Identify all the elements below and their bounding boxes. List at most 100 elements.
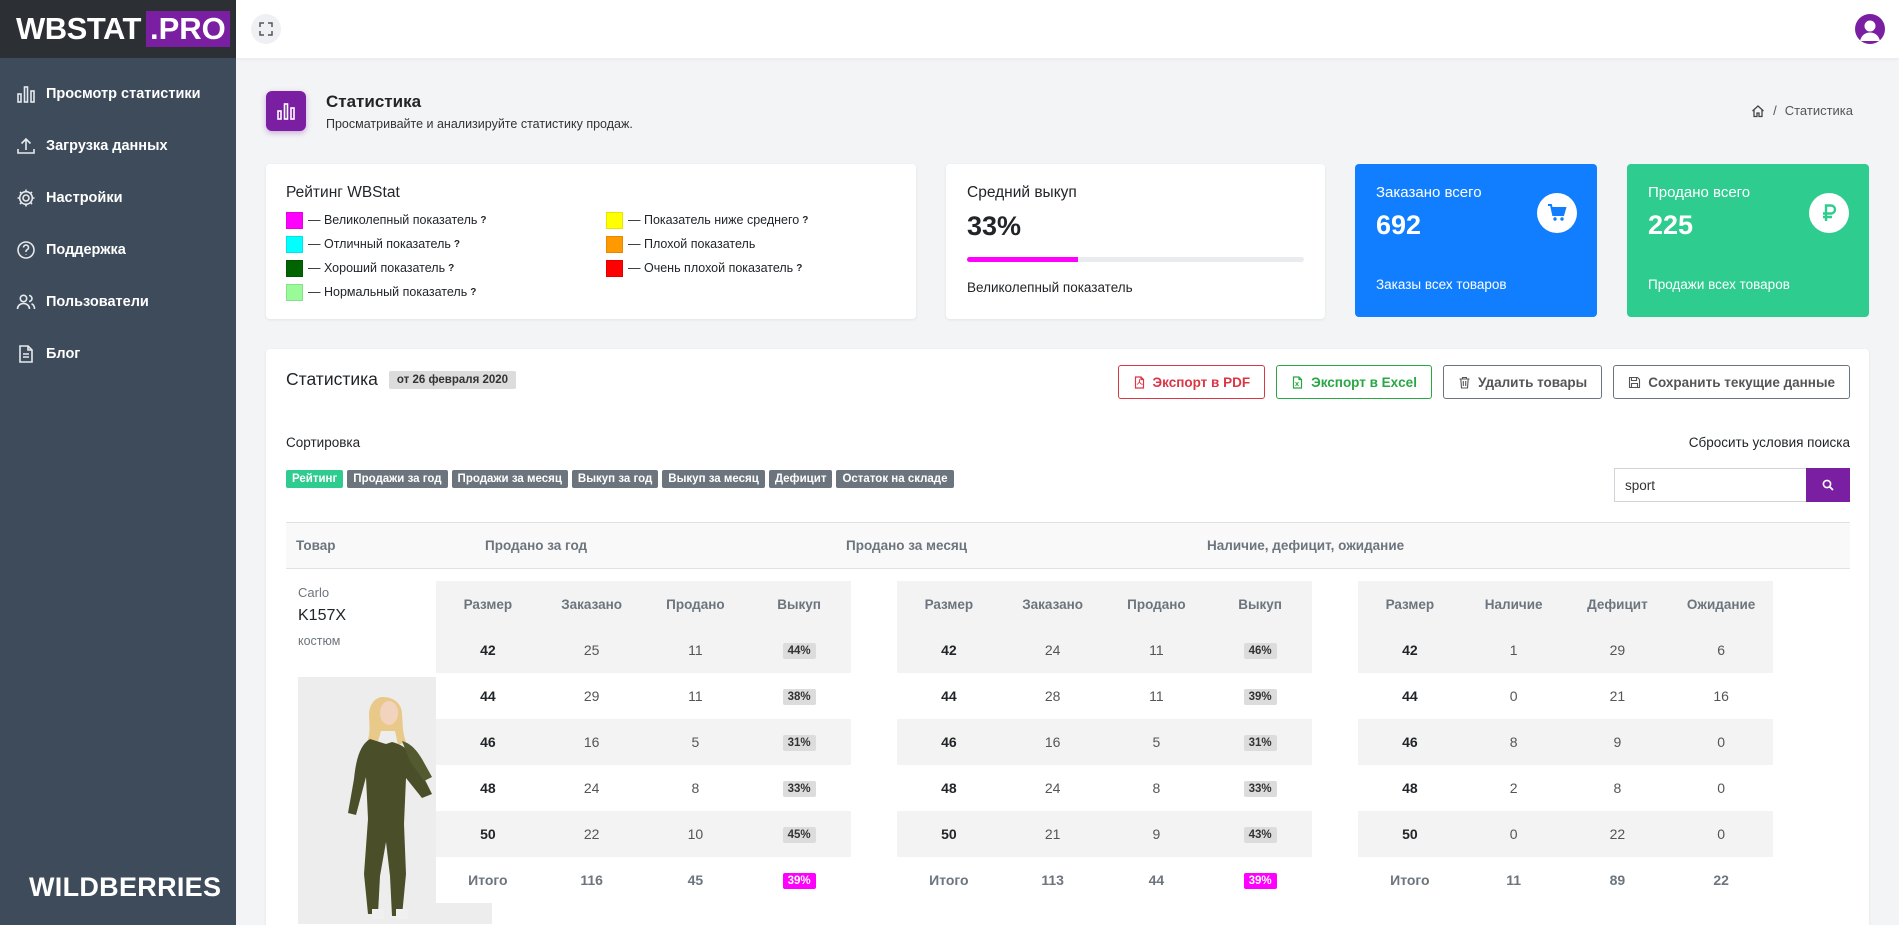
button-label: Экспорт в Excel: [1311, 374, 1417, 390]
sort-tag-sales-month[interactable]: Продажи за месяц: [451, 470, 568, 488]
cart-icon: [1537, 193, 1577, 233]
header-size: Размер: [924, 596, 974, 612]
product-brand: Carlo: [298, 585, 330, 600]
cell-size: 42: [941, 642, 957, 658]
cell-deficit: 9: [1613, 734, 1622, 750]
legend-item: — Нормальный показатель?: [286, 282, 606, 302]
fullscreen-button[interactable]: [251, 14, 281, 44]
legend-label: — Отличный показатель: [308, 237, 451, 251]
user-avatar[interactable]: [1855, 14, 1885, 44]
sold-month-table: Размер Заказано Продано Выкуп 42 24 11 46% …: [897, 581, 1312, 903]
page-icon: [266, 91, 306, 131]
orders-value: 692: [1376, 210, 1422, 240]
help-tooltip[interactable]: ?: [480, 214, 487, 226]
ruble-icon: [1809, 193, 1849, 233]
sidebar-item-upload[interactable]: Загрузка данных: [0, 120, 236, 172]
sold-title: Продано всего: [1648, 184, 1751, 201]
buyout-badge: 46%: [1243, 643, 1277, 659]
progress-fill: [967, 257, 1079, 262]
cell-sold: 45: [687, 872, 704, 888]
cell-deficit: 29: [1609, 642, 1626, 658]
bar-chart-icon: [17, 86, 35, 103]
cell-ordered: 24: [583, 780, 600, 796]
buyout-badge: 39%: [1243, 689, 1277, 705]
legend-swatch: [606, 235, 623, 253]
cell-in-stock: 2: [1509, 780, 1518, 796]
help-tooltip[interactable]: ?: [802, 214, 809, 226]
buyout-badge: 45%: [782, 827, 816, 843]
cell-deficit: 22: [1609, 826, 1626, 842]
cell-size: 48: [480, 780, 496, 796]
help-tooltip[interactable]: ?: [448, 262, 455, 274]
cell-sold: 11: [688, 642, 703, 658]
table-row: 48 24 8 33%: [436, 765, 851, 811]
help-tooltip[interactable]: ?: [796, 262, 803, 274]
cell-size: 44: [1402, 688, 1418, 704]
cell-deficit: 21: [1609, 688, 1626, 704]
orders-note: Заказы всех товаров: [1376, 277, 1507, 292]
delete-products-button[interactable]: Удалить товары: [1442, 365, 1603, 399]
export-pdf-button[interactable]: Экспорт в PDF: [1117, 365, 1266, 399]
column-product: Товар: [296, 538, 336, 553]
save-data-button[interactable]: Сохранить текущие данные: [1613, 365, 1850, 399]
table-row: 46 16 5 31%: [897, 719, 1312, 765]
reset-search-link[interactable]: Сбросить условия поиска: [1688, 435, 1850, 450]
header-waiting: Ожидание: [1686, 596, 1756, 612]
logo[interactable]: WBSTAT .PRO: [0, 0, 236, 58]
column-sold-year: Продано за год: [485, 538, 588, 553]
cell-sold: 11: [1149, 642, 1164, 658]
sort-tag-sales-year[interactable]: Продажи за год: [347, 470, 448, 488]
sidebar-item-label: Блог: [46, 346, 81, 362]
cell-sold: 11: [688, 688, 703, 704]
home-icon[interactable]: [1751, 104, 1765, 118]
cell-size: 42: [480, 642, 496, 658]
column-sold-month: Продано за месяц: [846, 538, 968, 553]
sidebar-item-support[interactable]: Поддержка: [0, 224, 236, 276]
sidebar-item-blog[interactable]: Блог: [0, 328, 236, 380]
sort-tag-rating[interactable]: Рейтинг: [286, 470, 344, 488]
table-total-row: Итого 116 45 39%: [436, 857, 851, 903]
sold-value: 225: [1648, 210, 1694, 240]
cell-in-stock: 11: [1506, 872, 1522, 888]
cell-size: 42: [1402, 642, 1418, 658]
table-header: Товар Продано за год Продано за месяц На…: [286, 522, 1850, 569]
cell-waiting: 0: [1717, 780, 1726, 796]
sort-tag-buyout-month[interactable]: Выкуп за месяц: [662, 470, 765, 488]
legend-label: — Плохой показатель: [628, 237, 756, 251]
search-input[interactable]: [1614, 468, 1806, 502]
sidebar-item-users[interactable]: Пользователи: [0, 276, 236, 328]
sort-tag-buyout-year[interactable]: Выкуп за год: [571, 470, 659, 488]
table-row: 44 0 21 16: [1358, 673, 1773, 719]
buyout-badge: 39%: [1243, 873, 1277, 889]
sidebar-item-settings[interactable]: Настройки: [0, 172, 236, 224]
header-buyout: Выкуп: [1238, 596, 1282, 612]
table-row: 50 0 22 0: [1358, 811, 1773, 857]
header-sold: Продано: [666, 596, 725, 612]
table-row: 46 16 5 31%: [436, 719, 851, 765]
help-tooltip[interactable]: ?: [453, 238, 460, 250]
sort-tag-stock[interactable]: Остаток на складе: [836, 470, 954, 488]
legend-item: — Очень плохой показатель?: [606, 258, 906, 278]
export-excel-button[interactable]: Экспорт в Excel: [1276, 365, 1432, 399]
help-tooltip[interactable]: ?: [470, 286, 477, 298]
expand-icon: [259, 22, 273, 36]
product-code[interactable]: K157X: [298, 607, 347, 624]
statistics-panel: Статистика от 26 февраля 2020 Экспорт в …: [266, 349, 1869, 925]
cell-size: 44: [480, 688, 496, 704]
search-button[interactable]: [1806, 468, 1850, 502]
sort-tag-deficit[interactable]: Дефицит: [768, 470, 833, 488]
logo-pro-badge: .PRO: [145, 11, 230, 47]
buyout-badge: 38%: [782, 689, 816, 705]
table-row: 44 29 11 38%: [436, 673, 851, 719]
header-ordered: Заказано: [561, 596, 623, 612]
rating-legend: — Великолепный показатель? — Показатель …: [286, 210, 896, 302]
cell-size: 48: [1402, 780, 1418, 796]
cell-size: 50: [1402, 826, 1418, 842]
pdf-file-icon: [1134, 375, 1144, 389]
save-icon: [1629, 376, 1641, 388]
sidebar-item-statistics[interactable]: Просмотр статистики: [0, 68, 236, 120]
legend-swatch: [286, 211, 303, 229]
statistics-title: Статистика: [286, 369, 378, 389]
help-circle-icon: [17, 241, 35, 259]
sidebar-nav: Просмотр статистики Загрузка данных Наст…: [0, 68, 236, 380]
